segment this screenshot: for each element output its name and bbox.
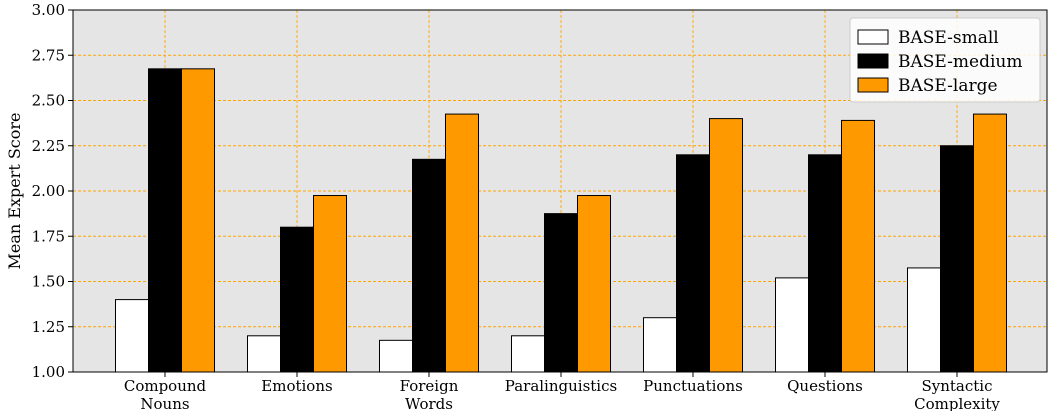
bar-base-medium xyxy=(676,154,710,373)
y-tick-label: 3.00 xyxy=(32,1,65,19)
bar-base-medium xyxy=(808,154,842,373)
x-tick-label: Paralinguistics xyxy=(505,377,617,395)
x-tick-label: Compound Nouns xyxy=(124,377,207,411)
bar-base-large xyxy=(313,195,347,373)
x-tick-label: Foreign Words xyxy=(400,377,459,411)
x-tick-label: Emotions xyxy=(261,377,332,395)
x-tick-label: Questions xyxy=(787,377,863,395)
bar-base-small xyxy=(775,277,809,373)
bar-base-small xyxy=(907,267,941,373)
bar-base-medium xyxy=(544,213,578,373)
x-tick-label: Syntactic Complexity xyxy=(914,377,1000,411)
y-tick-label: 1.75 xyxy=(32,227,65,245)
y-tick-label: 2.25 xyxy=(32,137,65,155)
y-tick-label: 1.50 xyxy=(32,273,65,291)
legend-swatch xyxy=(857,53,889,69)
bar-base-large xyxy=(445,113,479,373)
legend-label: BASE-large xyxy=(898,76,998,96)
bars xyxy=(115,68,1007,373)
bar-base-large xyxy=(181,68,215,373)
legend-swatch xyxy=(857,29,889,45)
bar-base-large xyxy=(709,118,743,373)
bar-base-small xyxy=(247,335,281,373)
bar-base-medium xyxy=(940,145,974,373)
y-tick-label: 1.25 xyxy=(32,318,65,336)
legend-label: BASE-small xyxy=(898,28,999,48)
y-axis-label: Mean Expert Score xyxy=(5,112,24,269)
bar-base-medium xyxy=(148,68,182,373)
bar-base-medium xyxy=(280,226,314,373)
bar-base-small xyxy=(115,299,149,373)
bar-base-small xyxy=(643,317,677,373)
x-tick-label: Punctuations xyxy=(643,377,743,395)
legend-label: BASE-medium xyxy=(898,52,1022,72)
y-tick-label: 2.75 xyxy=(32,46,65,64)
bar-base-small xyxy=(379,339,413,373)
y-tick-label: 2.50 xyxy=(32,92,65,110)
bar-base-large xyxy=(841,119,875,373)
bar-base-large xyxy=(577,195,611,373)
bar-base-medium xyxy=(412,158,446,373)
y-tick-label: 2.00 xyxy=(32,182,65,200)
x-axis-ticks: Compound Nouns Emotions Foreign Words Paralin… xyxy=(124,372,1000,411)
legend-box xyxy=(849,17,1041,103)
y-tick-label: 1.00 xyxy=(32,363,65,381)
bar-base-small xyxy=(511,335,545,373)
bar-base-large xyxy=(973,113,1007,373)
legend-swatch xyxy=(857,77,889,93)
legend: BASE-small BASE-medium BASE-large xyxy=(849,17,1041,103)
y-axis-ticks: 1.00 1.25 1.50 1.75 2.00 2.25 2.50 2.75 3.00 xyxy=(32,1,73,381)
